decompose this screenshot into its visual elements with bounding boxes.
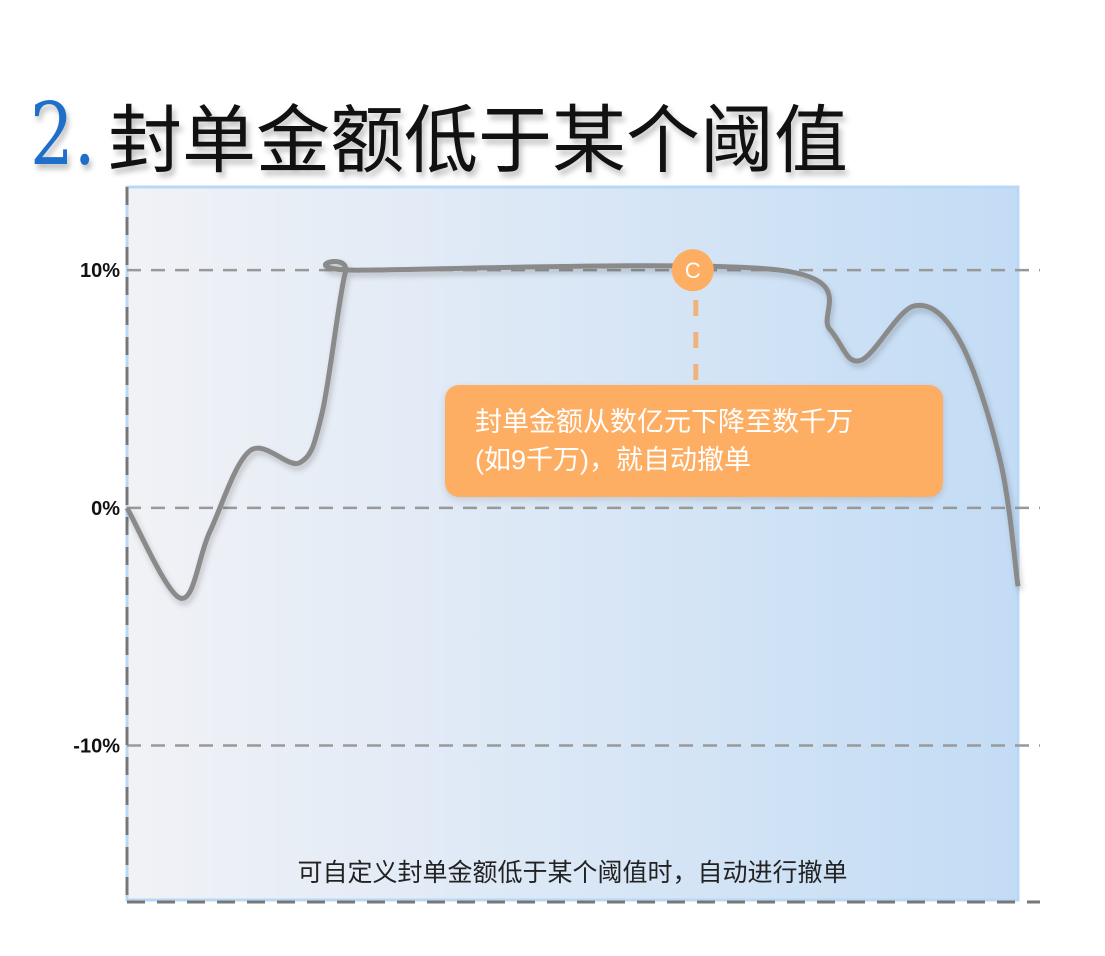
y-tick-label: 10% bbox=[80, 260, 120, 282]
annotation-line-1: 封单金额从数亿元下降至数千万 bbox=[475, 407, 853, 437]
marker-c bbox=[671, 249, 714, 292]
series-line bbox=[124, 258, 1021, 601]
plot-background bbox=[125, 185, 1020, 902]
chart-caption: 可自定义封单金额低于某个阈值时，自动进行撤单 bbox=[297, 859, 848, 887]
annotation-callout: 封单金额从数亿元下降至数千万 (如9千万)，就自动撤单 bbox=[445, 385, 943, 497]
page-title: 2. 封单金额低于某个阈值 bbox=[30, 78, 848, 178]
annotation-line-2: (如9千万)，就自动撤单 bbox=[475, 445, 751, 475]
marker-label: C bbox=[685, 258, 701, 283]
title-text: 封单金额低于某个阈值 bbox=[108, 99, 849, 182]
y-tick-label: 0% bbox=[91, 498, 120, 520]
y-tick-label: -10% bbox=[73, 736, 120, 758]
title-number: 2. bbox=[30, 85, 96, 185]
